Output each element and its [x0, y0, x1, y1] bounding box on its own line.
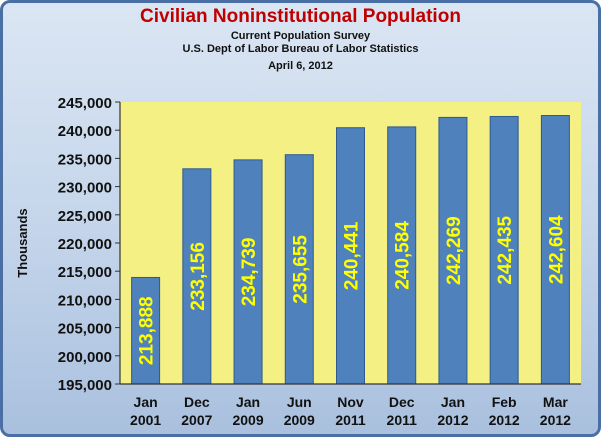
y-tick-label: 215,000	[58, 264, 112, 281]
x-tick-label-month: Jun	[287, 394, 312, 410]
bar-value-label: 213,888	[137, 296, 158, 365]
chart-subtitle-survey: Current Population Survey	[230, 30, 371, 42]
bar	[489, 115, 519, 385]
y-tick-label: 205,000	[58, 321, 112, 338]
x-tick-label-month: Jan	[441, 394, 465, 410]
x-tick-label-month: Feb	[492, 394, 517, 410]
y-axis-label: Thousands	[15, 208, 30, 277]
y-tick-label: 235,000	[58, 151, 112, 168]
bar-value-label: 240,584	[393, 221, 414, 290]
y-tick-label: 230,000	[58, 180, 112, 197]
bar	[284, 154, 314, 385]
bar-value-label: 235,655	[290, 235, 311, 304]
y-tick-label: 220,000	[58, 236, 112, 253]
chart-subtitle-date: April 6, 2012	[268, 60, 333, 72]
bar-value-label: 240,441	[342, 221, 363, 290]
x-tick-label-month: Nov	[337, 394, 364, 410]
y-tick-label: 240,000	[58, 123, 112, 140]
y-tick-label: 200,000	[58, 349, 112, 366]
bar-value-label: 242,269	[444, 216, 465, 285]
x-tick-label-month: Jan	[134, 394, 158, 410]
x-tick-label-year: 2012	[540, 412, 571, 428]
x-tick-label-month: Dec	[184, 394, 210, 410]
y-tick-label: 245,000	[58, 95, 112, 112]
bar	[336, 127, 365, 385]
x-tick-label-year: 2012	[489, 412, 520, 428]
x-tick-label-year: 2007	[181, 412, 212, 428]
bar-value-label: 242,604	[546, 215, 567, 284]
y-tick-label: 225,000	[58, 208, 112, 225]
x-tick-label-month: Jan	[236, 394, 260, 410]
x-tick-label-month: Dec	[389, 394, 415, 410]
bar-value-label: 242,435	[495, 215, 516, 284]
chart-title: Civilian Noninstitutional Population	[140, 6, 461, 27]
y-tick-label: 210,000	[58, 292, 112, 309]
bar-value-label: 233,156	[188, 242, 209, 311]
x-tick-label-year: 2012	[437, 412, 468, 428]
y-tick-label: 195,000	[58, 377, 112, 394]
x-tick-label-month: Mar	[543, 394, 568, 410]
x-tick-label-year: 2011	[387, 412, 418, 428]
bar	[438, 116, 468, 385]
x-tick-label-year: 2001	[130, 412, 161, 428]
bar	[131, 276, 161, 385]
x-tick-label-year: 2009	[284, 412, 315, 428]
x-tick-label-year: 2011	[335, 412, 366, 428]
bar	[540, 115, 570, 385]
bar-value-label: 234,739	[239, 238, 260, 307]
chart-subtitle-source: U.S. Dept of Labor Bureau of Labor Stati…	[182, 43, 419, 55]
x-tick-label-year: 2009	[232, 412, 263, 428]
bar	[387, 126, 417, 385]
